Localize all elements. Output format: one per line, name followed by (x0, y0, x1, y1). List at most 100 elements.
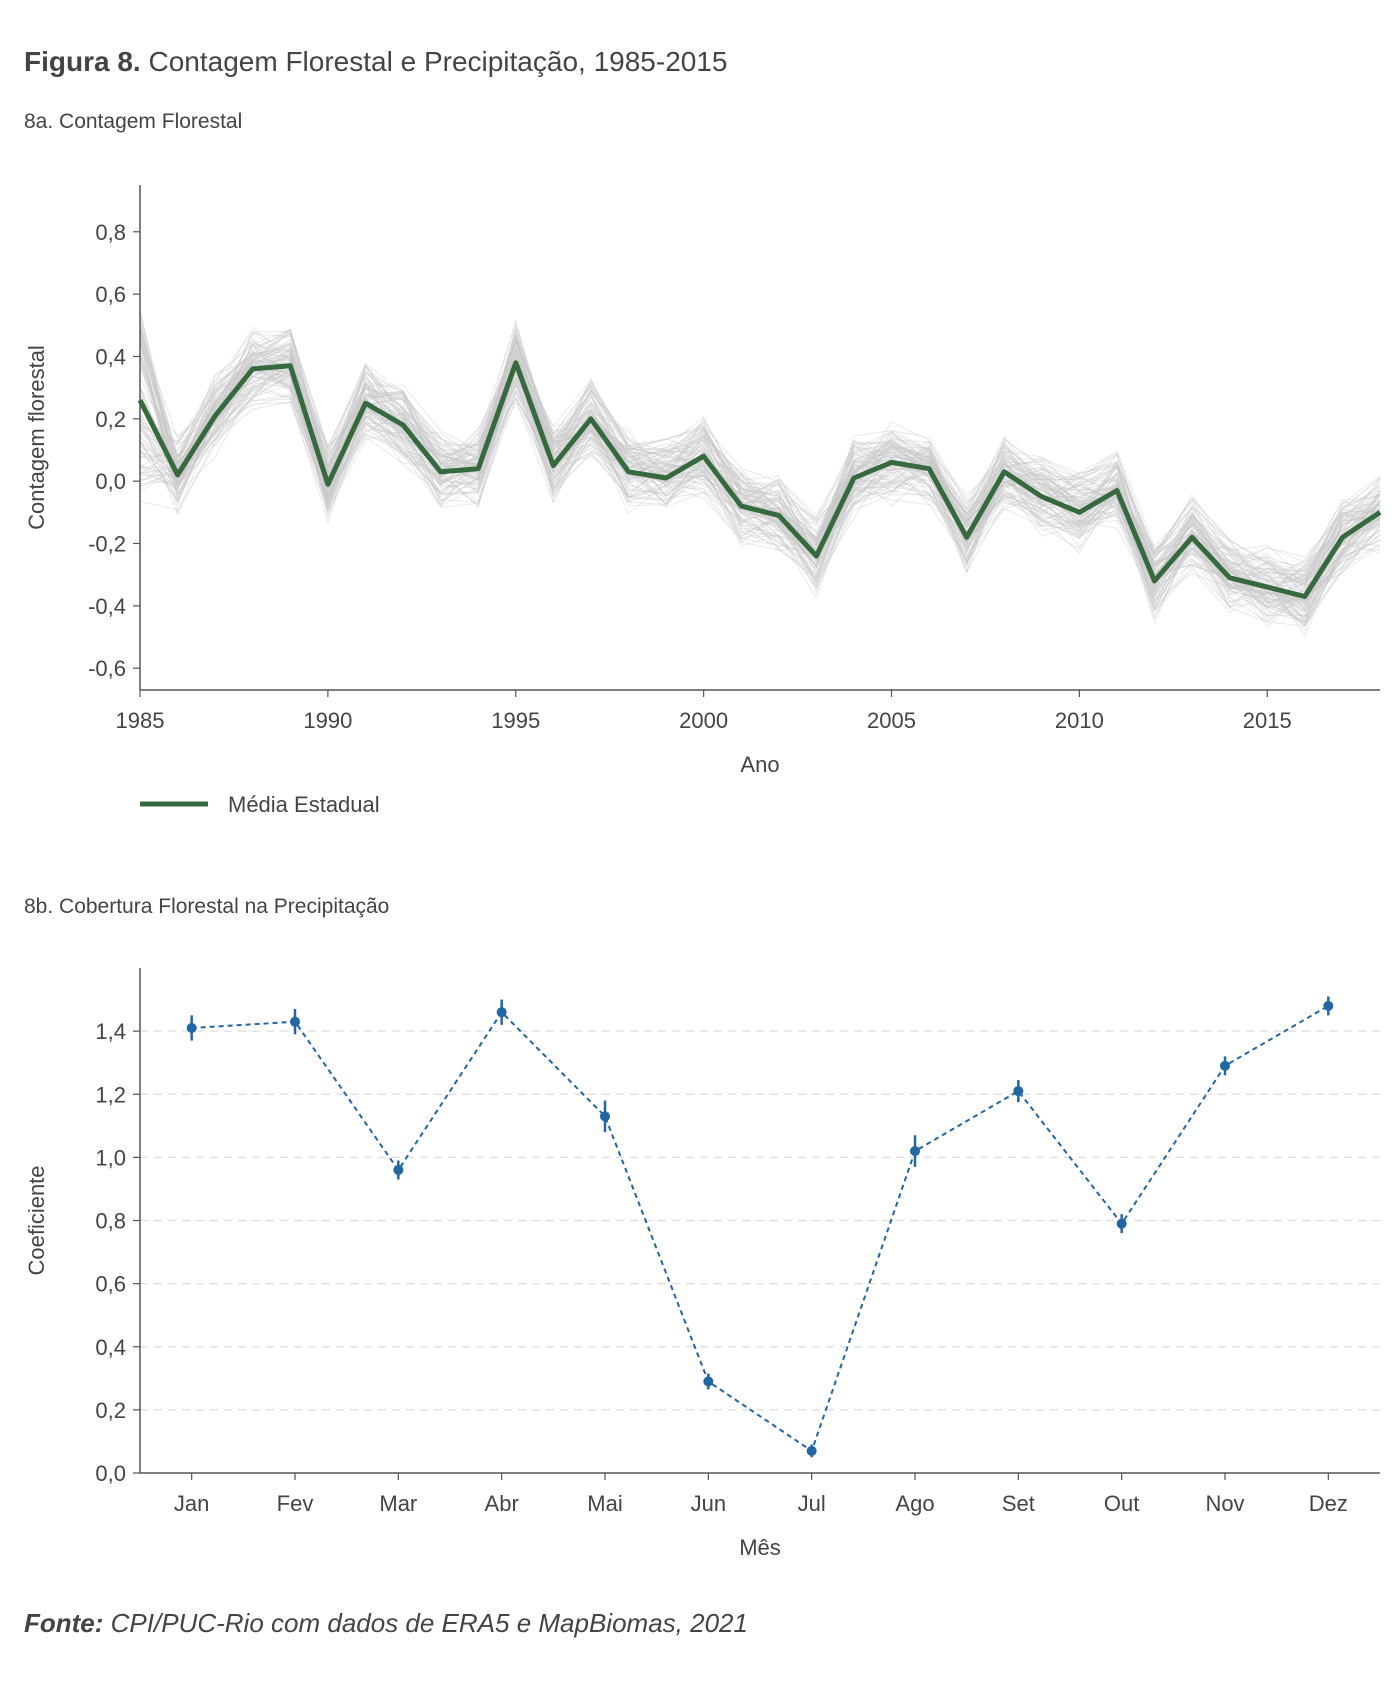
panel-8a-title: 8a. Contagem Florestal (24, 110, 243, 133)
figure-title: Figura 8. Contagem Florestal e Precipita… (24, 46, 728, 78)
x-tick-label-8b: Out (1104, 1491, 1139, 1516)
background-series-line (139, 344, 1381, 584)
x-tick-label-8b: Abr (485, 1491, 519, 1516)
background-series-line (139, 354, 1381, 604)
coefficient-point (1013, 1086, 1024, 1097)
background-series-line (139, 326, 1381, 570)
background-series-line (139, 330, 1381, 589)
y-tick-label-8b: 1,2 (95, 1082, 126, 1107)
x-tick-label-8b: Jun (691, 1491, 726, 1516)
background-series-line (139, 356, 1381, 601)
background-series-line (139, 361, 1381, 623)
background-series-line (139, 368, 1381, 623)
y-tick-label-8a: 0,4 (95, 344, 126, 369)
x-tick-label-8a: 2005 (867, 708, 916, 733)
axes-8b: 0,0 0,2 0,4 0,6 0,8 1,0 1,2 1,4 Jan Fev Mar Abr Mai J… (95, 968, 1380, 1516)
x-tick-label-8b: Fev (277, 1491, 314, 1516)
coefficient-point (1220, 1060, 1230, 1071)
background-series-line (139, 369, 1381, 610)
background-series-line (139, 387, 1381, 628)
x-tick-label-8b: Mar (379, 1491, 417, 1516)
background-series-line (139, 332, 1381, 588)
y-tick-label-8b: 0,2 (95, 1398, 126, 1423)
coefficient-point (600, 1111, 610, 1122)
y-tick-label-8a: 0,8 (95, 220, 126, 245)
y-tick-label-8b: 0,8 (95, 1209, 126, 1234)
background-series-line (139, 342, 1381, 582)
background-series-line (139, 326, 1381, 592)
background-series-line (139, 329, 1381, 596)
background-series-line (139, 346, 1381, 627)
background-series-line (139, 378, 1381, 610)
y-tick-label-8a: -0,2 (88, 531, 126, 556)
background-series-line (139, 342, 1381, 619)
background-series-line (139, 324, 1381, 583)
coefficient-point (393, 1165, 404, 1175)
background-series-line (139, 350, 1381, 597)
background-series-line (139, 338, 1381, 598)
background-series-line (139, 321, 1381, 576)
coefficient-series-group (186, 996, 1334, 1458)
background-series-line (139, 361, 1381, 638)
background-series-line (139, 316, 1381, 567)
y-axis-label-8b: Coeficiente (24, 1165, 49, 1275)
mean-series-line (137, 360, 1382, 599)
axes-8a: -0,6 -0,4 -0,2 0,0 0,2 0,4 0,6 0,8 1985 1990 1995 2… (88, 185, 1380, 733)
background-series-line (139, 319, 1381, 580)
mean-line-group (137, 360, 1382, 599)
background-series-line (139, 308, 1381, 591)
background-series-line (139, 327, 1381, 587)
background-series-line (139, 312, 1381, 594)
y-tick-label-8a: 0,6 (95, 282, 126, 307)
x-tick-label-8a: 1985 (116, 708, 165, 733)
coefficient-point (290, 1016, 300, 1027)
background-series-line (139, 362, 1381, 617)
background-series-line (139, 320, 1381, 603)
panel-8b-title: 8b. Cobertura Florestal na Precipitação (24, 895, 390, 918)
y-tick-label-8b: 0,4 (95, 1335, 126, 1360)
background-series-line (139, 352, 1381, 609)
x-tick-label-8b: Dez (1309, 1491, 1348, 1516)
coefficient-point (1116, 1218, 1127, 1229)
source-note: Fonte: CPI/PUC-Rio com dados de ERA5 e M… (24, 1608, 748, 1639)
background-series-line (139, 373, 1381, 627)
background-series-line (139, 329, 1381, 583)
legend-label-mean: Média Estadual (228, 792, 380, 817)
background-series-line (139, 333, 1381, 606)
x-tick-label-8a: 2015 (1243, 708, 1292, 733)
background-series-line (139, 353, 1381, 611)
x-tick-label-8b: Set (1002, 1491, 1035, 1516)
coefficient-point (910, 1146, 920, 1157)
x-tick-label-8b: Jul (798, 1491, 826, 1516)
y-tick-label-8b: 1,0 (95, 1145, 126, 1170)
background-series-line (139, 371, 1381, 623)
figure-title-text: Contagem Florestal e Precipitação, 1985-… (148, 46, 728, 77)
figure-label: Figura 8. (24, 46, 141, 77)
y-tick-label-8a: -0,6 (88, 656, 126, 681)
background-series-line (139, 333, 1381, 605)
y-tick-label-8a: -0,4 (88, 594, 126, 619)
gridlines-8b (140, 1030, 1380, 1411)
background-series-line (139, 331, 1381, 598)
x-tick-label-8b: Ago (895, 1491, 934, 1516)
y-tick-label-8b: 1,4 (95, 1019, 126, 1044)
background-series-line (139, 328, 1381, 599)
background-series-line (139, 364, 1381, 632)
source-label: Fonte: (24, 1608, 104, 1638)
y-tick-label-8b: 0,0 (95, 1461, 126, 1486)
coefficient-point (806, 1445, 817, 1456)
x-axis-label-8a: Ano (740, 752, 779, 777)
y-tick-label-8b: 0,6 (95, 1272, 126, 1297)
background-series-line (139, 342, 1381, 607)
x-tick-label-8a: 1995 (491, 708, 540, 733)
coefficient-point (186, 1022, 197, 1033)
y-axis-label-8a: Contagem florestal (24, 345, 49, 530)
background-series-line (139, 333, 1381, 579)
coefficient-point (1323, 1000, 1334, 1011)
background-series-line (139, 364, 1381, 625)
x-axis-label-8b: Mês (739, 1535, 781, 1560)
source-text: CPI/PUC-Rio com dados de ERA5 e MapBioma… (110, 1608, 748, 1638)
coefficient-line (191, 1005, 1329, 1453)
x-tick-label-8a: 2000 (679, 708, 728, 733)
